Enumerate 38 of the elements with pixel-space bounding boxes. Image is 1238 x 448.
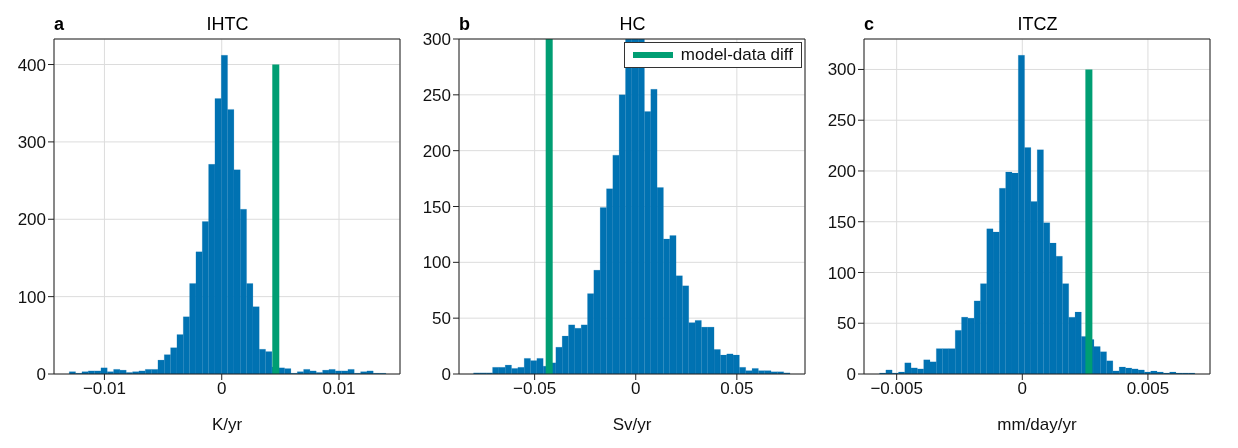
y-tick-label: 200: [422, 141, 451, 161]
y-tick-label: 250: [422, 85, 451, 105]
y-tick-label: 100: [422, 253, 451, 273]
x-tick-label: −0.05: [513, 379, 557, 399]
text: b: [459, 14, 470, 35]
text: a: [54, 14, 65, 35]
x-tick-label: −0.005: [870, 379, 923, 399]
chart-title: ITCZ: [1017, 14, 1058, 34]
y-tick-label: 50: [837, 314, 856, 334]
y-tick-label: 0: [441, 365, 451, 385]
y-tick-label: 200: [17, 210, 46, 230]
y-tick-label: 150: [422, 197, 451, 217]
x-tick-label: 0.05: [720, 379, 754, 399]
x-tick-label: 0: [216, 379, 227, 399]
x-tick-label: 0: [631, 379, 641, 399]
x-tick-label: 0: [1017, 379, 1028, 399]
y-tick-label: 300: [17, 132, 46, 152]
y-tick-label: 150: [827, 212, 856, 232]
y-tick-label: 300: [827, 60, 856, 80]
y-tick-label: 50: [432, 309, 451, 329]
x-tick-label: 0.005: [1126, 379, 1170, 399]
y-tick-label: 100: [827, 263, 856, 283]
y-tick-label: 0: [36, 365, 46, 385]
y-tick-label: 300: [422, 30, 451, 50]
chart-title: IHTC: [206, 14, 249, 34]
x-tick-label: −0.01: [82, 379, 126, 399]
chart-title: HC: [619, 14, 646, 34]
legend-label: model-data diff: [680, 45, 793, 65]
y-tick-label: 100: [17, 287, 46, 307]
x-tick-label: 0.01: [322, 379, 356, 399]
y-tick-label: 400: [17, 55, 46, 75]
x-axis-title: mm/day/yr: [997, 415, 1078, 434]
x-axis-title: K/yr: [211, 415, 243, 434]
text: c: [864, 14, 875, 35]
y-tick-label: 250: [827, 111, 856, 131]
y-tick-label: 200: [827, 162, 856, 181]
y-tick-label: 0: [846, 365, 856, 385]
x-axis-title: Sv/yr: [612, 415, 652, 434]
